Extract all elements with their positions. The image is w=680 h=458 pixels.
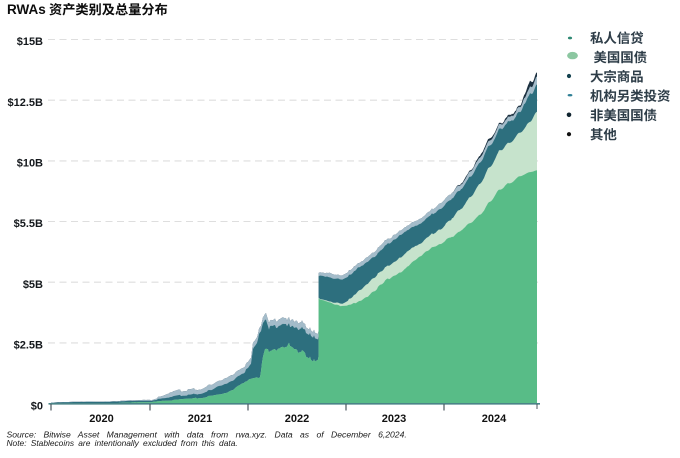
svg-text:$5.5B: $5.5B	[14, 218, 43, 230]
svg-text:RWAs: RWAs	[7, 2, 46, 17]
svg-text:2023: 2023	[382, 413, 406, 425]
svg-text:2022: 2022	[285, 413, 309, 425]
svg-text:$10B: $10B	[17, 158, 43, 170]
svg-text:2024: 2024	[482, 413, 507, 425]
svg-text:$0: $0	[31, 401, 43, 413]
svg-text:Note: Stablecoins are intentio: Note: Stablecoins are intentionally excl…	[7, 438, 238, 448]
svg-text:$15B: $15B	[17, 36, 43, 48]
svg-text:Source: Bitwise Asset Manageme: Source: Bitwise Asset Management with da…	[7, 430, 407, 440]
svg-text:$5B: $5B	[23, 279, 43, 291]
svg-text:2020: 2020	[89, 413, 113, 425]
svg-text:$12.5B: $12.5B	[8, 97, 44, 109]
svg-text:2021: 2021	[188, 413, 212, 425]
svg-text:$2.5B: $2.5B	[14, 340, 43, 352]
